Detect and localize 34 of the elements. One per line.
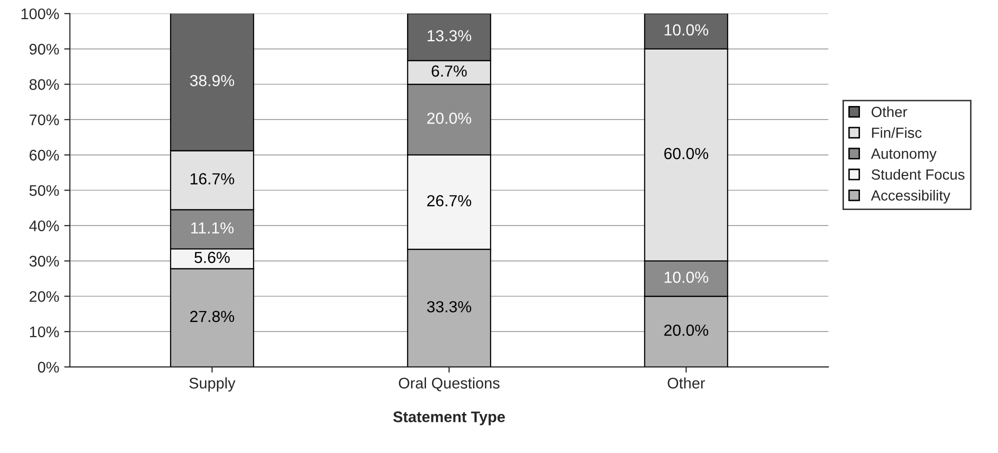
- y-tick-label: 20%: [30, 291, 59, 302]
- x-tick-label: Other: [668, 377, 705, 389]
- x-axis-title: Statement Type: [393, 411, 505, 426]
- legend-label: Autonomy: [870, 148, 937, 162]
- data-label: 20.0%: [427, 112, 472, 124]
- y-tick-label: 80%: [30, 79, 59, 90]
- data-label: 20.0%: [664, 324, 708, 336]
- data-label: 33.3%: [427, 301, 472, 312]
- y-tick-label: 0%: [38, 362, 59, 373]
- y-tick-label: 100%: [22, 8, 59, 20]
- data-label: 5.6%: [194, 252, 230, 264]
- y-tick-label: 50%: [29, 185, 59, 196]
- y-tick-label: 40%: [29, 220, 59, 232]
- data-label: 26.7%: [427, 195, 472, 206]
- data-label: 38.9%: [190, 74, 234, 86]
- y-tick-label: 70%: [30, 114, 59, 126]
- x-tick-label: Supply: [189, 377, 236, 392]
- data-label: 11.1%: [191, 222, 234, 234]
- y-tick-label: 10%: [30, 326, 59, 338]
- y-tick-label: 30%: [29, 256, 59, 267]
- legend-label: Accessibility: [870, 190, 950, 204]
- y-tick-label: 90%: [30, 44, 59, 55]
- y-tick-label: 60%: [30, 150, 59, 161]
- legend-label: Other: [872, 106, 908, 118]
- data-label: 16.7%: [190, 173, 234, 184]
- legend-label: Student Focus: [872, 169, 964, 180]
- data-label: 27.8%: [190, 310, 234, 322]
- data-label: 60.0%: [664, 148, 708, 160]
- x-tick-label: Oral Questions: [398, 377, 500, 392]
- data-label: 6.7%: [432, 65, 467, 77]
- legend-label: Fin/Fisc: [872, 127, 922, 138]
- data-label: 13.3%: [428, 30, 472, 42]
- data-label: 10.0%: [664, 24, 708, 36]
- data-label: 10.0%: [664, 272, 708, 283]
